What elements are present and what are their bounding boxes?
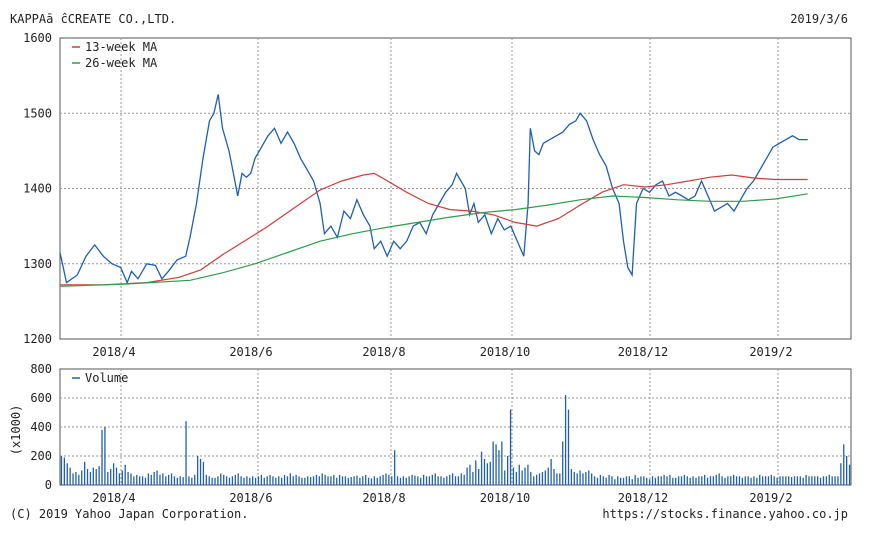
x-tick-label: 2019/2 — [749, 491, 792, 505]
x-tick-label: 2018/4 — [92, 491, 135, 505]
y-tick-label: 0 — [45, 478, 52, 492]
x-tick-label: 2018/8 — [362, 491, 405, 505]
y-tick-label: 400 — [30, 420, 52, 434]
chart-date: 2019/3/6 — [790, 12, 848, 26]
y-tick-label: 800 — [30, 362, 52, 376]
ma26-line — [59, 193, 808, 287]
x-tick-label: 2018/10 — [480, 345, 531, 359]
price-panel: 1200 1300 1400 1500 1600 2018/4 2018/6 2018/8 20… — [23, 31, 852, 359]
y-tick-label: 1500 — [23, 106, 52, 120]
y-tick-label: 200 — [30, 449, 52, 463]
y-tick-label: 1300 — [23, 257, 52, 271]
y-tick-label: 1200 — [23, 332, 52, 346]
x-tick-label: 2018/8 — [362, 345, 405, 359]
plot-frame — [59, 368, 852, 486]
source-url[interactable]: https://stocks.finance.yahoo.co.jp — [602, 507, 848, 521]
x-tick-label: 2019/2 — [749, 345, 792, 359]
x-tick-label: 2018/6 — [229, 491, 272, 505]
ma13-line — [60, 172, 808, 286]
legend-entry-label: 26-week MA — [85, 56, 158, 70]
x-tick-label: 2018/12 — [618, 491, 669, 505]
company-name: KAPPAā ĉCREATE CO.,LTD. — [10, 12, 177, 26]
volume-unit-label: (x1000) — [9, 405, 23, 456]
y-tick-label: 600 — [30, 391, 52, 405]
x-tick-label: 2018/10 — [480, 491, 531, 505]
legend-entry-label: 13-week MA — [85, 40, 158, 54]
volume-legend-label: Volume — [85, 371, 128, 385]
y-tick-label: 1600 — [23, 31, 52, 45]
x-tick-label: 2018/4 — [92, 345, 135, 359]
volume-panel: 0 200 400 600 800 2018/4 2018/6 2018/8 2018/10 20… — [9, 362, 852, 505]
y-tick-label: 1400 — [23, 182, 52, 196]
copyright-text: (C) 2019 Yahoo Japan Corporation. — [10, 507, 249, 521]
x-tick-label: 2018/6 — [229, 345, 272, 359]
plot-frame — [59, 37, 852, 340]
x-tick-label: 2018/12 — [618, 345, 669, 359]
price-line — [59, 94, 808, 285]
